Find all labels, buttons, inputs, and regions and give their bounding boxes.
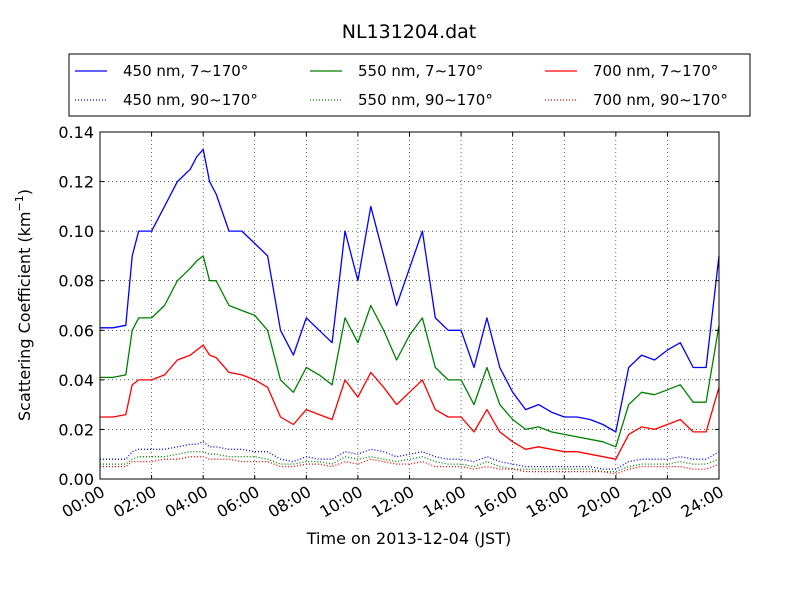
y-tick-label: 0.08	[58, 272, 94, 291]
series-line-1	[100, 255, 720, 448]
legend-label: 550 nm, 90∼170°	[358, 91, 493, 109]
y-axis-title-superscript: −1	[13, 195, 26, 211]
legend-label: 450 nm, 7∼170°	[123, 62, 248, 80]
series-line-3	[100, 441, 720, 470]
series-layer	[100, 148, 720, 475]
y-axis-title-main: Scattering Coefficient (km	[15, 211, 34, 421]
y-tick-label: 0.12	[58, 173, 94, 192]
y-tick-label: 0.06	[58, 321, 94, 340]
y-tick-label: 0.02	[58, 420, 94, 439]
x-axis-title: Time on 2013-12-04 (JST)	[306, 529, 511, 548]
legend: 450 nm, 7∼170° 550 nm, 7∼170° 700 nm, 7∼17…	[68, 53, 751, 117]
legend-label: 550 nm, 7∼170°	[358, 62, 483, 80]
y-tick-label: 0.14	[58, 123, 94, 142]
y-axis-title: Scattering Coefficient (km−1)	[13, 189, 34, 421]
legend-label: 700 nm, 90∼170°	[593, 91, 728, 109]
y-tick-label: 0.00	[58, 470, 94, 489]
y-tick-label: 0.10	[58, 222, 94, 241]
chart-title: NL131204.dat	[342, 21, 477, 43]
y-tick-label: 0.04	[58, 371, 94, 390]
legend-box	[68, 53, 751, 117]
y-axis-title-close: )	[15, 189, 34, 195]
series-line-4	[100, 451, 720, 473]
legend-label: 700 nm, 7∼170°	[593, 62, 718, 80]
series-line-0	[100, 148, 720, 433]
legend-label: 450 nm, 90∼170°	[123, 91, 258, 109]
series-line-2	[100, 344, 720, 460]
